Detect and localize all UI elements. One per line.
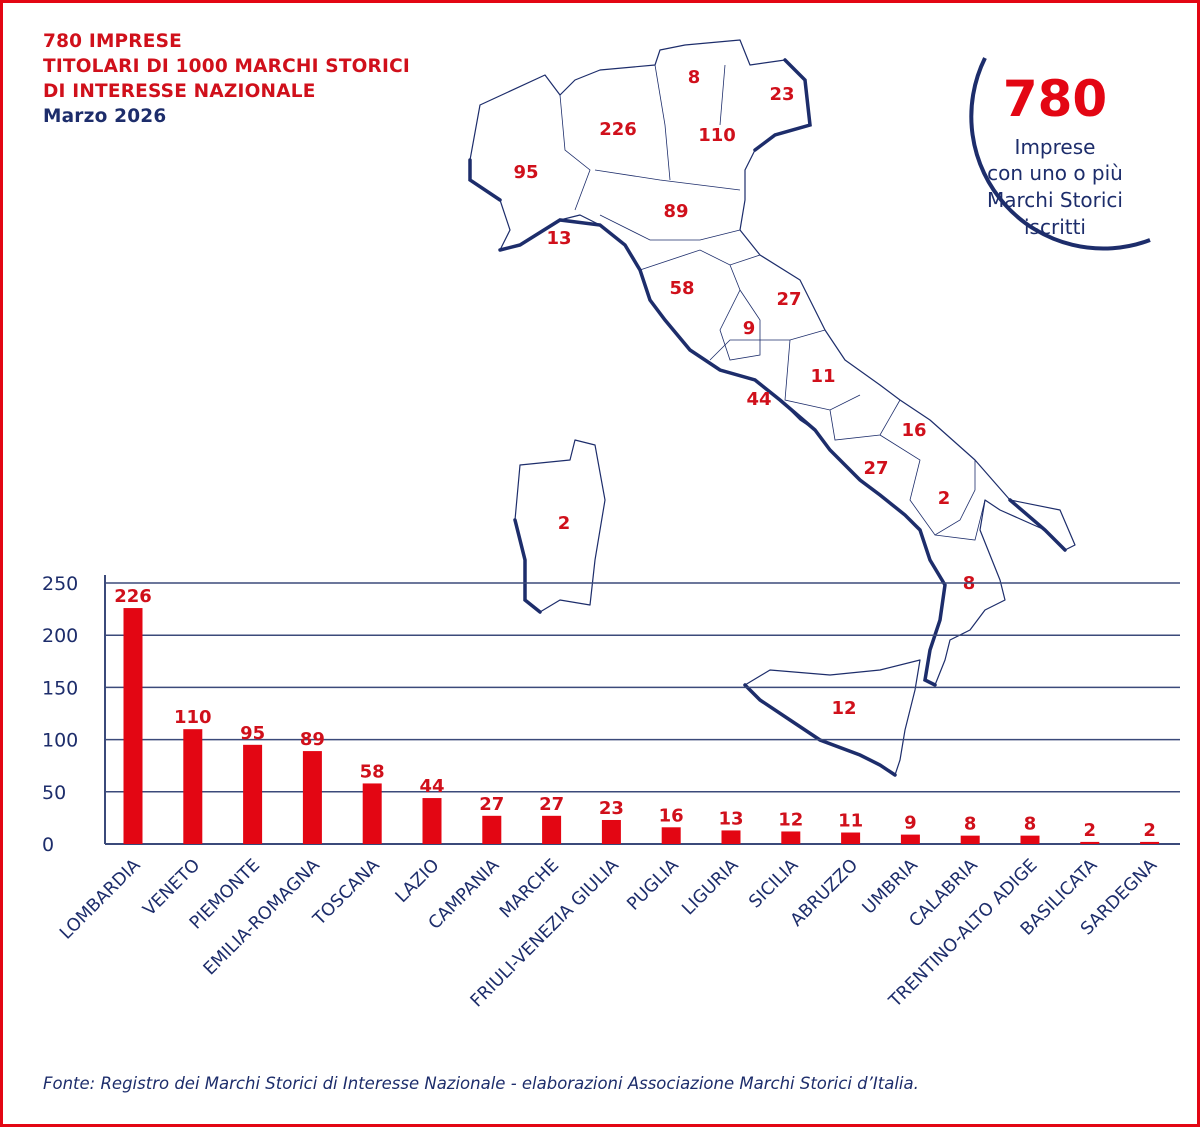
data-label: 13 <box>718 808 743 829</box>
y-tick-label: 250 <box>42 573 78 595</box>
data-label: 27 <box>479 794 504 815</box>
title-line-3: DI INTERESSE NAZIONALE <box>43 81 316 102</box>
category-label: LIGURIA <box>678 855 742 919</box>
data-label: 8 <box>964 814 977 835</box>
bar-campania <box>482 815 502 844</box>
badge-line-4: iscritti <box>1024 215 1086 239</box>
data-label: 9 <box>904 813 917 834</box>
bar-veneto <box>183 729 203 844</box>
bar-toscana <box>362 783 382 844</box>
data-label: 23 <box>599 798 624 819</box>
map-value-campania: 27 <box>863 458 888 479</box>
bar-basilicata <box>1080 841 1100 844</box>
badge-arc <box>969 57 1151 251</box>
data-label: 95 <box>240 723 265 744</box>
map-value-puglia: 16 <box>901 420 926 441</box>
map-value-sicilia: 12 <box>831 698 856 719</box>
map-value-friuli-venezia-giulia: 23 <box>769 84 794 105</box>
region-borders <box>559 64 986 541</box>
map-value-lazio: 44 <box>746 389 771 410</box>
y-tick-label: 100 <box>42 730 78 752</box>
y-tick-label: 50 <box>42 782 66 804</box>
bar-abruzzo <box>841 832 861 844</box>
bar-friuli-venezia giulia <box>601 819 621 844</box>
y-tick-label: 200 <box>42 625 78 647</box>
map-value-piemonte: 95 <box>513 162 538 183</box>
data-label: 110 <box>174 707 212 728</box>
data-label: 2 <box>1143 820 1156 841</box>
bar-lazio <box>422 798 442 844</box>
map-value-trentino-alto-adige: 8 <box>688 67 701 88</box>
map-value-basilicata: 2 <box>938 488 951 509</box>
category-label: LAZIO <box>392 855 444 907</box>
bar-marche <box>542 815 562 844</box>
data-label: 44 <box>419 776 444 797</box>
badge: 780 Imprese con uno o più Marchi Storici… <box>969 57 1151 251</box>
chart-title: 780 IMPRESE TITOLARI DI 1000 MARCHI STOR… <box>43 29 410 129</box>
map-value-veneto: 110 <box>698 125 736 146</box>
data-label: 226 <box>114 586 152 607</box>
source-note: Fonte: Registro dei Marchi Storici di In… <box>43 1074 919 1093</box>
badge-line-3: Marchi Storici <box>987 188 1123 212</box>
bar-umbria <box>900 834 920 844</box>
bar-lombardia <box>123 608 143 844</box>
data-label: 2 <box>1084 820 1097 841</box>
map-value-sardegna: 2 <box>558 513 571 534</box>
category-label: EMILIA-ROMAGNA <box>200 855 324 979</box>
map-value-liguria: 13 <box>546 228 571 249</box>
bar-chart: 050100150200250226LOMBARDIA110VENETO95PI… <box>42 573 1180 1012</box>
badge-line-1: Imprese <box>1015 135 1096 159</box>
category-label: PUGLIA <box>623 855 682 914</box>
data-label: 16 <box>659 805 684 826</box>
badge-line-2: con uno o più <box>987 161 1123 185</box>
y-tick-label: 150 <box>42 677 78 699</box>
map-value-toscana: 58 <box>669 278 694 299</box>
category-label: LOMBARDIA <box>56 855 144 943</box>
data-label: 89 <box>300 729 325 750</box>
title-line-1: 780 IMPRESE <box>43 31 182 52</box>
y-tick-label: 0 <box>42 834 54 856</box>
category-label: UMBRIA <box>859 855 922 918</box>
bar-liguria <box>721 830 741 844</box>
category-label: SICILIA <box>745 855 802 912</box>
bar-trentino-alto adige <box>1020 835 1040 844</box>
data-label: 11 <box>838 811 863 832</box>
bar-calabria <box>960 835 980 844</box>
title-line-2: TITOLARI DI 1000 MARCHI STORICI <box>43 56 410 77</box>
data-label: 8 <box>1024 814 1037 835</box>
map-value-umbria: 9 <box>743 318 756 339</box>
bar-puglia <box>661 827 681 844</box>
badge-number: 780 <box>1003 70 1107 128</box>
map-value-abruzzo: 11 <box>810 366 835 387</box>
map-value-lombardia: 226 <box>599 119 637 140</box>
data-label: 27 <box>539 794 564 815</box>
bar-sicilia <box>781 831 801 844</box>
data-label: 58 <box>360 761 385 782</box>
date-subtitle: Marzo 2026 <box>43 106 167 127</box>
bar-sardegna <box>1140 841 1160 844</box>
data-label: 12 <box>778 809 803 830</box>
bar-piemonte <box>243 744 263 844</box>
map-value-marche: 27 <box>776 289 801 310</box>
map-value-emilia-romagna: 89 <box>663 201 688 222</box>
bar-emilia-romagna <box>302 751 322 844</box>
